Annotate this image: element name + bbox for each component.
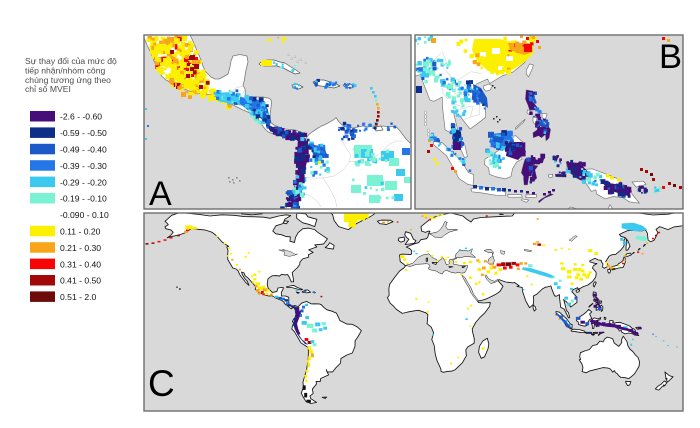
svg-text:Sự thay đổi của mức độ: Sự thay đổi của mức độ <box>25 56 117 66</box>
svg-text:B: B <box>659 38 682 76</box>
svg-text:-0.49 - -0.40: -0.49 - -0.40 <box>60 145 107 155</box>
svg-text:chỉ số MVEI: chỉ số MVEI <box>25 84 71 94</box>
svg-text:0.51 - 2.0: 0.51 - 2.0 <box>60 292 97 302</box>
svg-text:-0.39 - -0.30: -0.39 - -0.30 <box>60 161 107 171</box>
svg-text:-0.59 - -0.50: -0.59 - -0.50 <box>60 128 107 138</box>
svg-text:0.31 - 0.40: 0.31 - 0.40 <box>60 259 101 269</box>
svg-text:-0.29 - -0.20: -0.29 - -0.20 <box>60 177 107 187</box>
svg-text:0.21 - 0.30: 0.21 - 0.30 <box>60 243 101 253</box>
svg-text:-0.19 - -0.10: -0.19 - -0.10 <box>60 194 107 204</box>
svg-text:chúng tương ứng theo: chúng tương ứng theo <box>25 75 111 85</box>
svg-text:-2.6 - -0.60: -2.6 - -0.60 <box>60 112 102 122</box>
svg-text:0.41 - 0.50: 0.41 - 0.50 <box>60 276 101 286</box>
svg-text:C: C <box>148 363 175 404</box>
svg-text:0.11 - 0.20: 0.11 - 0.20 <box>60 227 101 237</box>
svg-text:-0.090 - 0.10: -0.090 - 0.10 <box>60 210 109 220</box>
svg-text:A: A <box>149 175 172 213</box>
svg-text:tiếp nhận/nhóm công: tiếp nhận/nhóm công <box>25 65 105 75</box>
